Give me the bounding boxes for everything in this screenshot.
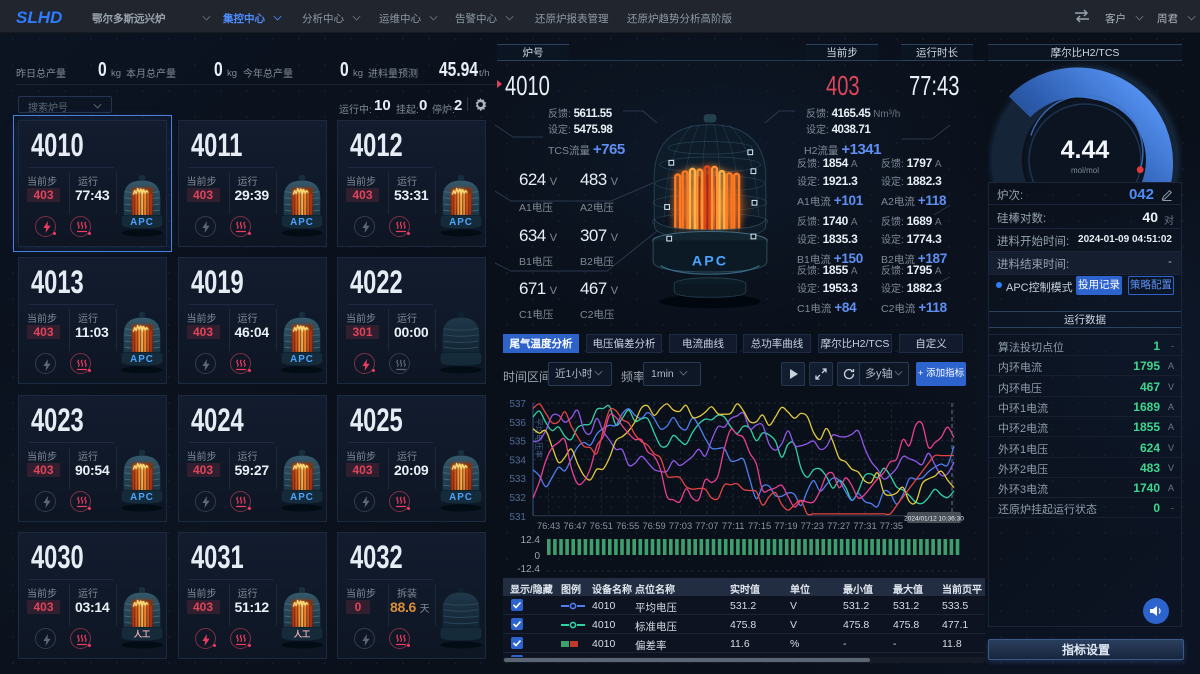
svg-text:APC: APC [130,354,154,365]
svg-text:533: 533 [509,474,526,485]
svg-text:76:55: 76:55 [616,521,639,531]
svg-text:76:43: 76:43 [537,521,560,531]
svg-text:77:15: 77:15 [748,521,771,531]
svg-text:APC: APC [290,354,314,365]
svg-text:12.4: 12.4 [521,535,541,546]
svg-text:536: 536 [509,418,526,429]
svg-text:APC: APC [449,492,473,503]
svg-text:537: 537 [509,399,526,410]
svg-text:2024/01/12 10:36:30: 2024/01/12 10:36:30 [904,516,964,523]
svg-text:77:35: 77:35 [880,521,903,531]
svg-text:APC: APC [130,492,154,503]
svg-text:0: 0 [534,551,540,562]
svg-text:532: 532 [509,493,526,504]
svg-text:531: 531 [509,512,526,523]
svg-text:77:11: 77:11 [722,521,745,531]
svg-text:人工: 人工 [293,629,310,639]
svg-text:77:19: 77:19 [774,521,797,531]
svg-text:APC: APC [692,254,728,270]
svg-text:77:07: 77:07 [695,521,718,531]
svg-text:APC: APC [449,217,473,228]
svg-text:APC: APC [290,217,314,228]
svg-text:平均电压率: 平均电压率 [534,418,544,458]
svg-text:APC: APC [130,217,154,228]
svg-text:76:59: 76:59 [642,521,665,531]
svg-text:534: 534 [509,455,526,466]
svg-text:76:47: 76:47 [563,521,586,531]
svg-text:77:27: 77:27 [827,521,850,531]
svg-text:77:03: 77:03 [669,521,692,531]
svg-text:-12.4: -12.4 [517,564,540,575]
svg-text:76:51: 76:51 [590,521,613,531]
svg-text:人工: 人工 [134,629,151,639]
svg-text:77:23: 77:23 [801,521,824,531]
svg-text:535: 535 [509,437,526,448]
svg-text:77:31: 77:31 [853,521,876,531]
svg-text:APC: APC [290,492,314,503]
